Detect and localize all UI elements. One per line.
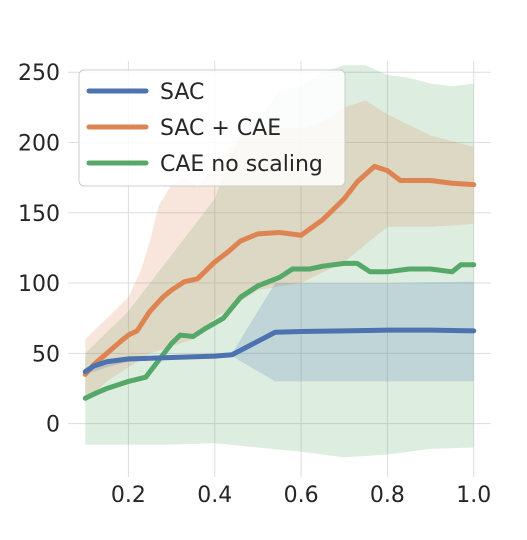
legend: SAC SAC + CAE CAE no scaling	[78, 69, 346, 187]
y-axis-ticks: 0 50 100 150 200 250	[18, 61, 60, 437]
y-tick-label: 100	[18, 272, 60, 297]
legend-label: CAE no scaling	[160, 152, 323, 177]
x-tick-label: 0.4	[197, 483, 232, 508]
legend-label: SAC + CAE	[160, 116, 281, 141]
y-tick-label: 250	[18, 61, 60, 86]
series-line-1	[82, 327, 477, 375]
y-tick-label: 150	[18, 202, 60, 227]
series-line-2	[82, 163, 477, 377]
series-line-3	[82, 260, 477, 401]
legend-box	[78, 69, 346, 187]
y-tick-label: 0	[46, 413, 60, 438]
x-tick-label: 1.0	[456, 483, 491, 508]
confidence-band-2	[85, 100, 474, 403]
series-lines	[82, 163, 477, 401]
y-tick-label: 50	[32, 342, 60, 367]
x-tick-label: 0.2	[111, 483, 146, 508]
y-tick-label: 200	[18, 132, 60, 157]
x-axis-ticks: 0.2 0.4 0.6 0.8 1.0	[111, 483, 491, 508]
legend-label: SAC	[160, 80, 204, 105]
x-tick-label: 0.8	[370, 483, 405, 508]
x-tick-label: 0.6	[284, 483, 319, 508]
